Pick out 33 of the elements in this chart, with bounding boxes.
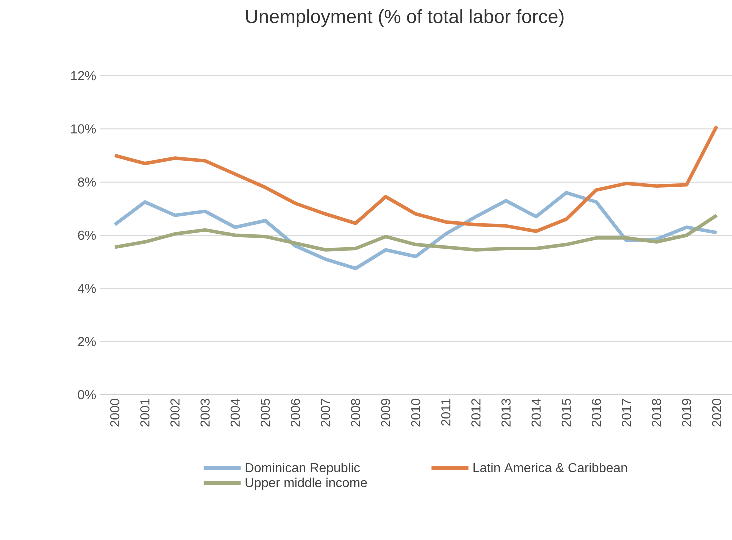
y-tick-label: 0%: [78, 390, 96, 400]
x-tick-label: 2004: [230, 398, 240, 427]
x-tick-label: 2020: [712, 399, 722, 427]
y-tick-label: 10%: [71, 124, 96, 134]
x-tick-label: 2006: [291, 399, 300, 427]
x-tick-label: 2003: [200, 399, 210, 427]
x-tick-label: 2018: [652, 399, 662, 427]
x-tick-label: 2015: [562, 399, 572, 427]
x-tick-label: 2012: [472, 399, 481, 427]
x-tick-label: 2014: [532, 398, 541, 427]
y-tick-label: 8%: [78, 178, 96, 187]
x-tick-label: 2019: [682, 399, 692, 427]
x-tick-label: 2008: [351, 399, 360, 427]
x-tick-label: 2002: [170, 399, 180, 427]
x-tick-label: 2000: [110, 399, 120, 427]
chart-title: Unemployment (% of total labor force): [246, 10, 564, 28]
y-tick-label: 12%: [71, 71, 96, 81]
y-tick-label: 2%: [78, 337, 96, 346]
x-tick-label: 2007: [321, 399, 330, 427]
x-tick-label: 2011: [441, 399, 451, 426]
y-tick-label: 6%: [78, 230, 96, 240]
x-tick-label: 2013: [502, 399, 511, 427]
legend-label: Latin America & Caribbean: [474, 462, 628, 473]
x-tick-label: 2005: [260, 399, 270, 427]
x-tick-label: 2016: [592, 399, 602, 427]
legend-label: Dominican Republic: [246, 462, 360, 476]
line-series: [113, 191, 719, 270]
x-tick-label: 2010: [411, 399, 421, 427]
x-tick-label: 2017: [622, 399, 632, 427]
x-tick-label: 2009: [381, 399, 391, 427]
x-tick-label: 2001: [140, 399, 150, 427]
legend-label: Upper middle income: [246, 478, 368, 490]
y-tick-label: 4%: [78, 284, 96, 294]
